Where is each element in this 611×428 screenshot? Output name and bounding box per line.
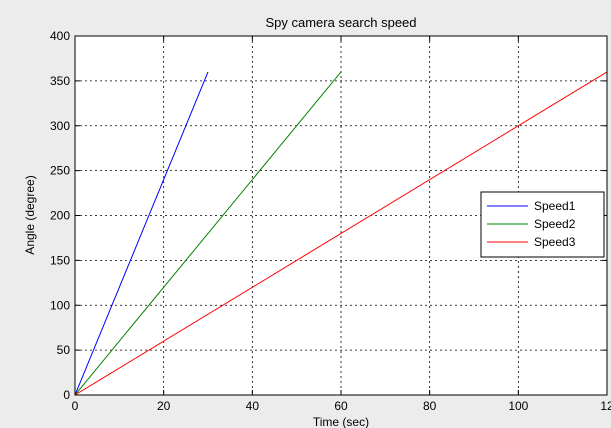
y-tick-label: 100 bbox=[50, 298, 70, 312]
x-tick-labels: 0 20 40 60 80 100 12 bbox=[72, 399, 611, 413]
x-tick-label: 80 bbox=[423, 399, 437, 413]
y-tick-label: 200 bbox=[50, 209, 70, 223]
x-tick-label: 20 bbox=[157, 399, 171, 413]
legend-label-speed3: Speed3 bbox=[534, 235, 576, 249]
y-tick-label: 150 bbox=[50, 253, 70, 267]
series-line-speed3 bbox=[74, 71, 608, 396]
x-tick-label: 0 bbox=[72, 399, 79, 413]
y-tick-label: 250 bbox=[50, 164, 70, 178]
y-tick-label: 350 bbox=[50, 74, 70, 88]
y-axis-label: Angle (degree) bbox=[23, 175, 37, 254]
y-tick-label: 400 bbox=[50, 29, 70, 43]
y-tick-label: 50 bbox=[57, 343, 71, 357]
y-tick-label: 0 bbox=[63, 388, 70, 402]
x-tick-label: 60 bbox=[334, 399, 348, 413]
y-tick-label: 300 bbox=[50, 119, 70, 133]
legend: Speed1 Speed2 Speed3 bbox=[480, 191, 605, 258]
legend-label-speed1: Speed1 bbox=[534, 199, 576, 213]
x-tick-label: 12 bbox=[600, 399, 611, 413]
legend-label-speed2: Speed2 bbox=[534, 217, 576, 231]
y-tick-labels: 0 50 100 150 200 250 300 350 400 bbox=[50, 29, 70, 402]
x-tick-label: 100 bbox=[508, 399, 528, 413]
series-line-speed1 bbox=[74, 71, 209, 396]
series-group bbox=[74, 71, 608, 396]
series-line-speed2 bbox=[74, 71, 342, 396]
x-axis-label: Time (sec) bbox=[313, 415, 369, 428]
chart-title: Spy camera search speed bbox=[265, 15, 416, 30]
tick-marks bbox=[74, 35, 608, 396]
x-tick-label: 40 bbox=[246, 399, 260, 413]
